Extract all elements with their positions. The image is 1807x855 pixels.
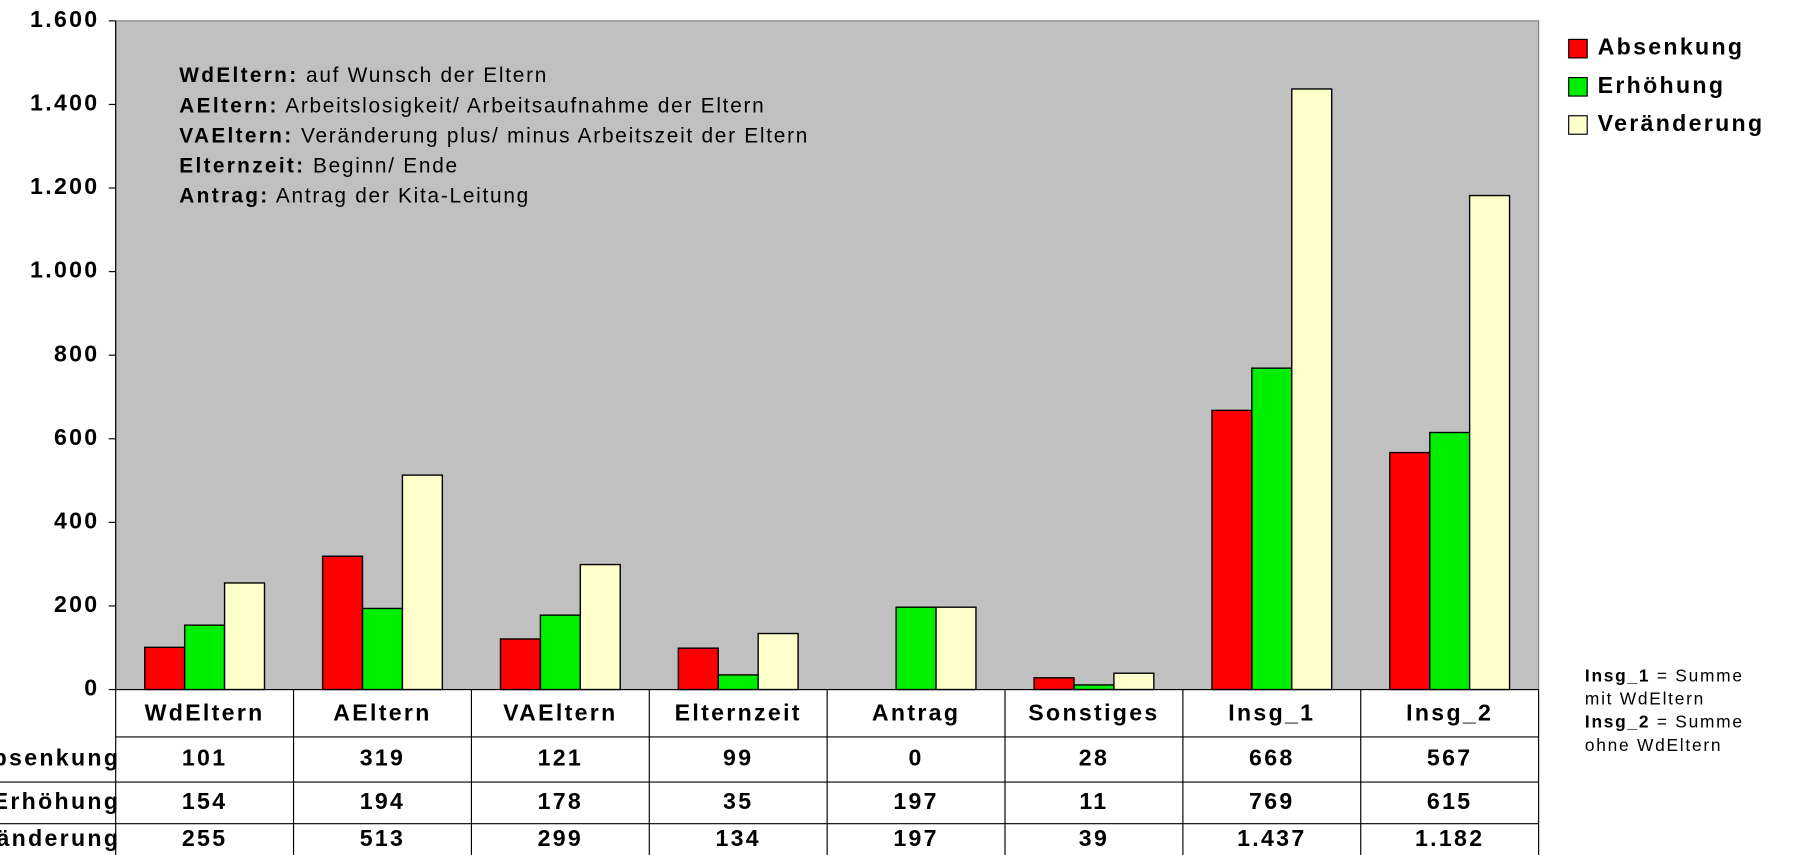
bar: [677, 647, 719, 691]
y-tick-label: 800: [54, 340, 100, 366]
bar: [144, 646, 186, 691]
bar: [361, 607, 404, 691]
table-value: 178: [538, 788, 584, 814]
annotation-term: VAEltern:: [179, 123, 294, 147]
annotation-term: Insg_2: [1584, 712, 1651, 733]
table-value: 0: [908, 745, 923, 771]
bar: [1291, 88, 1333, 691]
table-value: 1.182: [1415, 825, 1484, 851]
y-tick-label: 200: [54, 591, 100, 617]
table-row-label: Erhöhung: [0, 788, 120, 814]
annotations: WdEltern: auf Wunsch der ElternAEltern: …: [179, 60, 873, 210]
bar: [935, 606, 977, 691]
annotation-line: WdEltern: auf Wunsch der Eltern: [179, 60, 873, 90]
table-value: 134: [715, 825, 761, 851]
bar: [1429, 431, 1471, 691]
annotation-text: auf Wunsch der Eltern: [306, 63, 549, 87]
x-tick-label: VAEltern: [503, 700, 617, 726]
legend-label: Veränderung: [1598, 110, 1765, 136]
annotation-line: VAEltern: Veränderung plus/ minus Arbeit…: [179, 120, 873, 150]
annotation-text: Arbeitslosigkeit/ Arbeitsaufnahme der El…: [285, 93, 766, 117]
table-value: 319: [360, 745, 406, 771]
x-tick-label: Insg_2: [1406, 700, 1493, 726]
table-value: 99: [723, 745, 753, 771]
x-tick-label: Sonstiges: [1028, 700, 1159, 726]
notes-text: Insg_1 = Summe mit WdEltern Insg_2 = Summ…: [1585, 665, 1759, 758]
table-value: 121: [538, 745, 584, 771]
bar: [717, 674, 759, 691]
annotation-line: Insg_2 = Summe ohne WdEltern: [1585, 712, 1759, 758]
bar: [895, 606, 937, 691]
legend-label: Absenkung: [1598, 34, 1745, 60]
table-value: 101: [182, 745, 228, 771]
annotation-line: AEltern: Arbeitslosigkeit/ Arbeitsaufnah…: [179, 90, 873, 120]
annotation-term: Elternzeit:: [179, 153, 306, 178]
bar: [1113, 672, 1155, 691]
table-value: 567: [1427, 745, 1473, 771]
annotation-line: Antrag: Antrag der Kita-Leitung: [179, 181, 873, 211]
annotation-text: Beginn/ Ende: [312, 153, 459, 178]
bar: [539, 614, 581, 691]
annotation-term: AEltern:: [179, 93, 279, 117]
y-tick-label: 1.400: [30, 90, 99, 116]
y-tick-label: 0: [84, 675, 99, 701]
bar: [1389, 451, 1431, 691]
bar: [499, 638, 542, 691]
bar: [1251, 367, 1293, 691]
table-value: 35: [723, 788, 753, 814]
annotation-text: = Summe mit WdEltern: [1584, 666, 1744, 710]
x-tick-label: WdEltern: [145, 700, 265, 726]
table-value: 197: [893, 788, 939, 814]
annotation-text: = Summe ohne WdEltern: [1584, 712, 1744, 756]
x-tick-label: AEltern: [333, 700, 431, 726]
legend-label: Erhöhung: [1598, 72, 1726, 98]
y-tick-label: 1.600: [30, 6, 99, 32]
annotation-line: Insg_1 = Summe mit WdEltern: [1585, 665, 1759, 711]
bar: [401, 474, 444, 691]
bar: [757, 632, 799, 691]
table-value: 39: [1079, 825, 1109, 851]
bar: [579, 563, 621, 691]
table-value: 197: [893, 825, 939, 851]
table-value: 615: [1427, 788, 1473, 814]
x-tick-label: Insg_1: [1228, 700, 1315, 726]
table-value: 513: [360, 825, 406, 851]
bar: [321, 555, 364, 691]
table-row-label: Veränderung: [0, 825, 120, 851]
table-value: 299: [538, 825, 584, 851]
table-value: 194: [360, 788, 406, 814]
table-value: 11: [1079, 788, 1108, 814]
legend-swatch: [1568, 76, 1588, 97]
table-value: 154: [182, 788, 228, 814]
bar: [223, 582, 266, 691]
y-tick-label: 600: [54, 424, 100, 450]
table-value: 255: [182, 825, 228, 851]
table-value: 28: [1079, 745, 1109, 771]
bar: [1033, 677, 1075, 691]
annotation-text: Antrag der Kita-Leitung: [275, 183, 531, 208]
bar: [1073, 684, 1115, 691]
annotation-line: Elternzeit: Beginn/ Ende: [179, 150, 873, 180]
y-tick-label: 400: [54, 507, 100, 533]
bar: [1211, 409, 1253, 691]
bar: [1468, 194, 1511, 691]
annotations-text: WdEltern: auf Wunsch der Eltern AEltern: …: [179, 60, 873, 210]
y-tick-label: 1.000: [30, 257, 99, 283]
annotation-term: WdEltern:: [179, 63, 299, 87]
table-value: 668: [1249, 745, 1295, 771]
table-row-label: Absenkung: [0, 745, 120, 771]
legend-swatch: [1568, 38, 1588, 59]
legend-swatch: [1568, 115, 1588, 135]
x-tick-label: Antrag: [872, 700, 960, 726]
annotation-term: Insg_1: [1584, 666, 1651, 687]
annotation-term: Antrag:: [179, 183, 270, 208]
table-value: 769: [1249, 788, 1295, 814]
y-tick-label: 1.200: [30, 173, 99, 199]
annotation-text: Veränderung plus/ minus Arbeitszeit der …: [301, 123, 810, 147]
table-value: 1.437: [1237, 825, 1306, 851]
x-tick-label: Elternzeit: [675, 700, 802, 726]
bar: [183, 624, 226, 691]
